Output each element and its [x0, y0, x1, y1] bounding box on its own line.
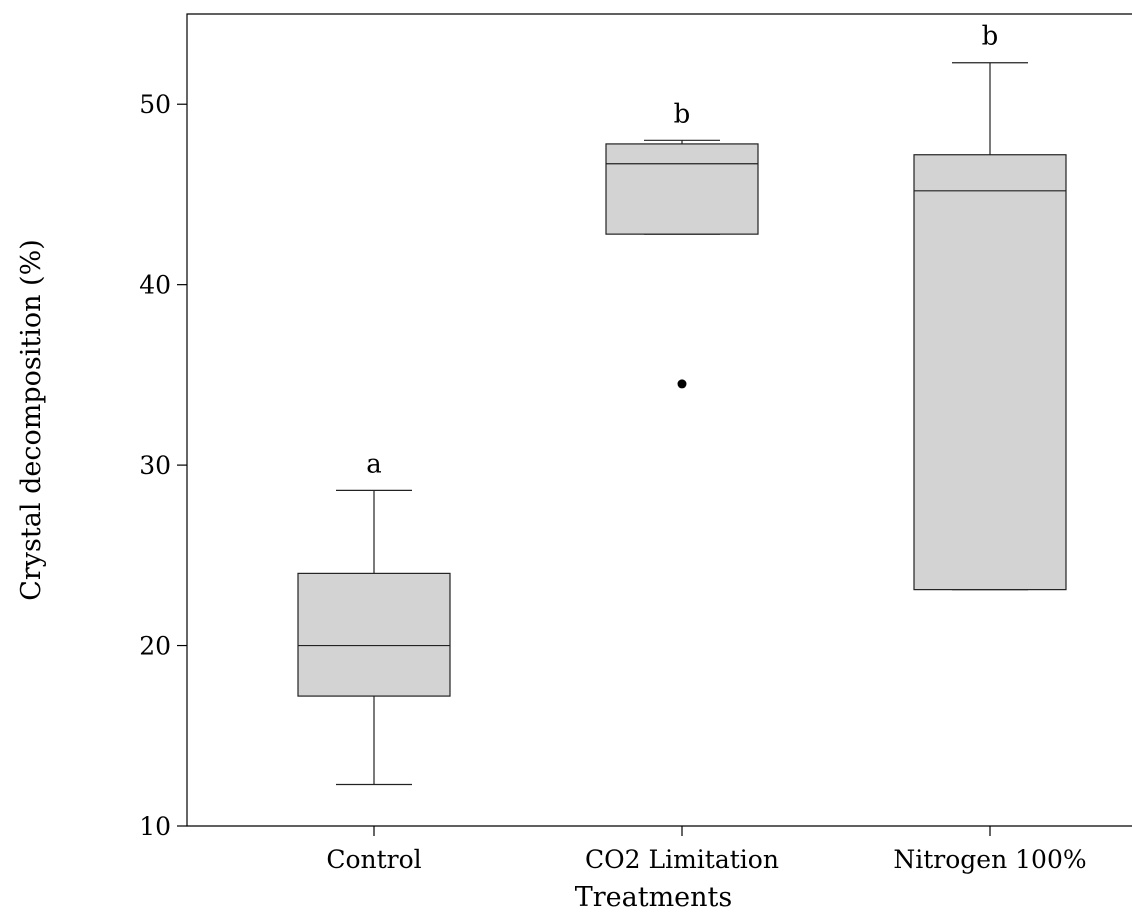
plot-frame: [186, 13, 1132, 827]
y-tick-label: 40: [139, 271, 171, 300]
group-letter: b: [982, 22, 999, 52]
group-letter: a: [366, 449, 382, 479]
group-letter: b: [674, 99, 691, 129]
y-tick-label: 10: [139, 812, 171, 841]
box: [297, 572, 451, 697]
box: [605, 143, 759, 235]
y-tick-label: 50: [139, 90, 171, 119]
box-group: b: [913, 22, 1067, 591]
box-group: a: [297, 449, 451, 786]
x-axis-ticks: Control CO2 Limitation Nitrogen 100%: [326, 826, 1087, 874]
box: [913, 154, 1067, 591]
y-tick-label: 30: [139, 451, 171, 480]
boxes: a b b: [297, 22, 1067, 786]
y-axis-ticks: 10 20 30 40 50: [139, 90, 187, 841]
x-tick-label: CO2 Limitation: [585, 845, 779, 874]
x-axis-title: Treatments: [575, 882, 733, 913]
axes: [186, 13, 1132, 827]
box-group: b: [605, 99, 759, 389]
y-axis-title: Crystal decomposition (%): [16, 239, 47, 601]
outlier-point: [677, 379, 687, 389]
x-tick-label: Control: [326, 845, 421, 874]
y-tick-label: 20: [139, 632, 171, 661]
x-tick-label: Nitrogen 100%: [893, 845, 1086, 874]
